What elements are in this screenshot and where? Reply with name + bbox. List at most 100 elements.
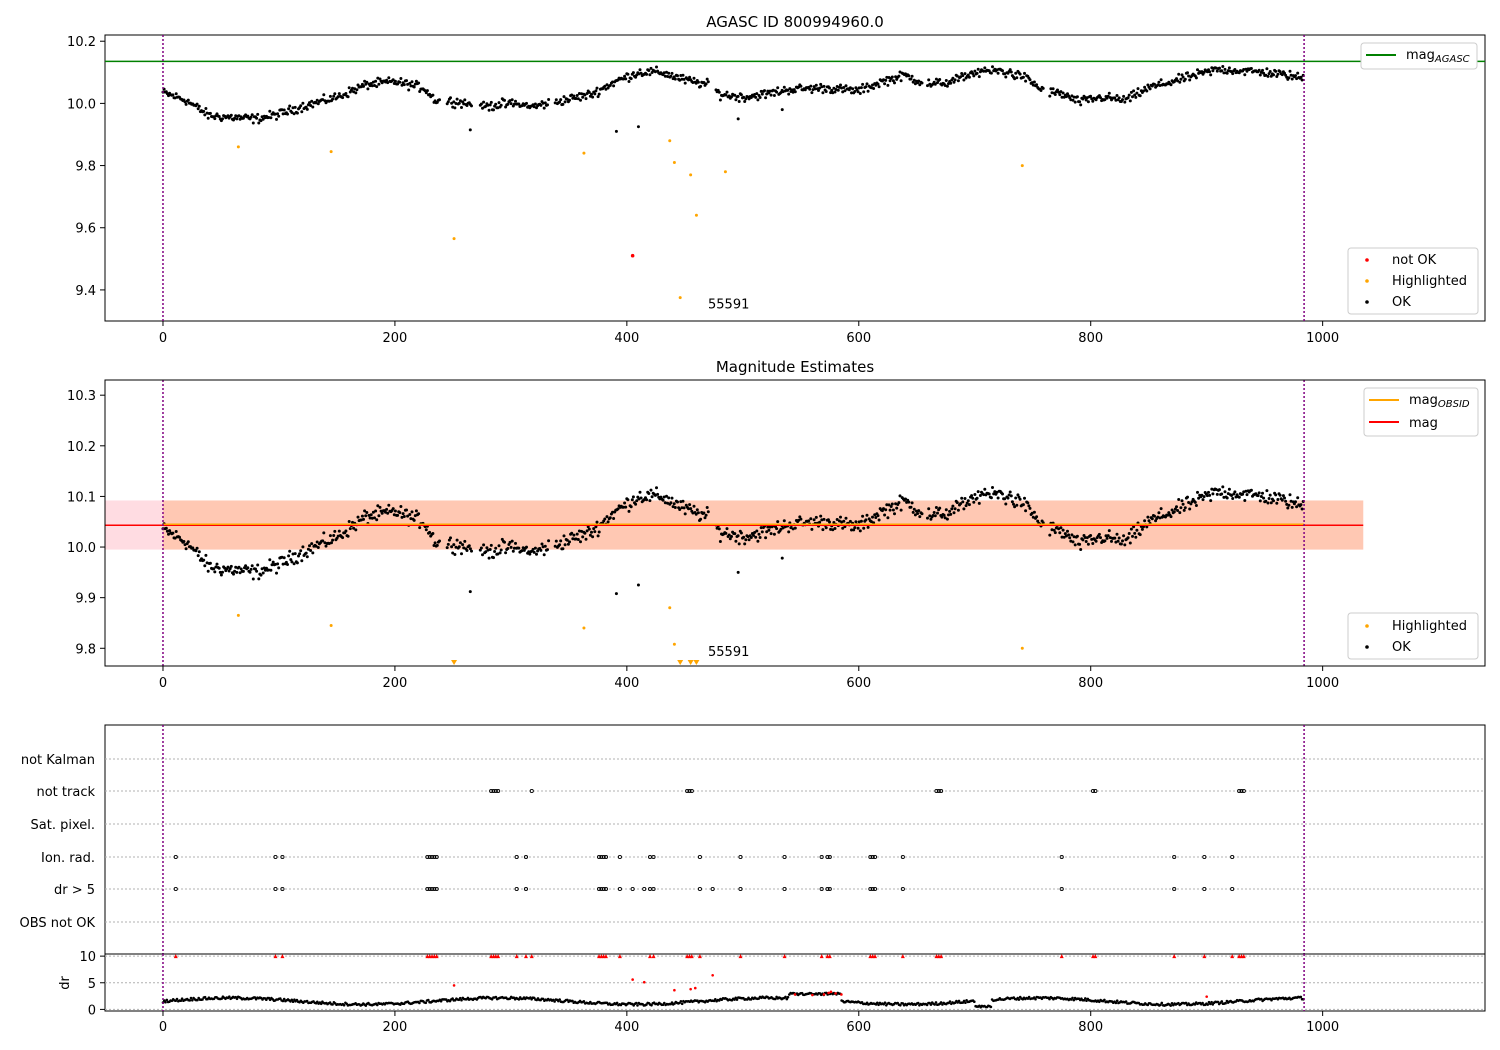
ok-point (814, 515, 818, 519)
magnitude-estimates-panel: Magnitude Estimates 0 200 400 600 800 1000 9.8… (67, 358, 1486, 691)
ok-point (1099, 96, 1102, 100)
ok-point (311, 551, 315, 555)
panel4-ylabel: dr (58, 976, 73, 990)
ok-point (758, 96, 762, 99)
ok-point (1201, 498, 1205, 502)
panel2-legend-bottom: Highlighted OK (1347, 612, 1479, 660)
ok-point (405, 508, 408, 512)
ok-point (259, 119, 263, 123)
ok-point (1200, 493, 1204, 497)
flags-panel: not Kalman not track Sat. pixel. Ion. ra… (20, 724, 1486, 955)
ok-point (579, 540, 582, 544)
ok-point (269, 568, 273, 572)
ok-point (704, 82, 708, 86)
ok-point (268, 109, 272, 113)
dr-red-point (711, 974, 714, 977)
ok-point (831, 528, 835, 532)
ok-point (747, 97, 751, 101)
ok-point (595, 86, 599, 90)
ok-point (1299, 503, 1303, 507)
ok-point (1004, 502, 1008, 506)
ok-point (907, 500, 911, 504)
ok-point (955, 74, 959, 78)
ok-point (605, 83, 609, 87)
ok-point (219, 573, 223, 577)
ok-point (962, 78, 966, 82)
ok-point (186, 540, 190, 544)
ok-point (248, 570, 252, 574)
ok-point (585, 529, 589, 533)
ok-point (830, 88, 834, 92)
ok-point (638, 68, 642, 72)
dr-point (1160, 1001, 1164, 1005)
flag-point (427, 886, 432, 892)
ok-point (375, 518, 379, 522)
ok-point (506, 547, 510, 550)
ok-point (1127, 532, 1131, 535)
dr-high-marker (1230, 954, 1235, 959)
ok-point (309, 549, 313, 552)
ok-point (1086, 542, 1090, 546)
ok-point (1178, 511, 1182, 515)
ok-point (1170, 508, 1174, 512)
ok-point (300, 559, 304, 563)
panel3-gridlines (105, 758, 1485, 923)
ok-point (1070, 533, 1074, 537)
panel2-axes: 0 200 400 600 800 1000 9.8 9.9 10.0 10.1 10.2 10.3 (67, 389, 1339, 691)
dr-point (714, 998, 717, 1001)
ok-point (648, 73, 652, 77)
flag-label-ion-rad: Ion. rad. (41, 851, 95, 866)
ok-point (1231, 497, 1235, 500)
ok-point (197, 104, 201, 108)
ok-point (337, 529, 341, 533)
ok-point (203, 564, 207, 568)
ok-point (499, 103, 503, 107)
ok-point (682, 506, 686, 510)
ok-point (1051, 87, 1055, 91)
flag-point (782, 854, 787, 860)
ok-point (967, 75, 971, 79)
ok-point (330, 541, 333, 545)
y-tick-label: 9.6 (75, 222, 96, 237)
ok-point (1086, 100, 1090, 104)
ok-point (178, 535, 181, 539)
ok-point (399, 77, 403, 80)
ok-point (213, 570, 217, 574)
dr-point (201, 998, 204, 1001)
dr-high-marker (939, 954, 944, 959)
ok-point (356, 515, 360, 519)
ok-point (872, 87, 876, 90)
ok-point (249, 115, 253, 119)
ok-point (1256, 494, 1260, 498)
ok-point (1071, 98, 1075, 102)
ok-point (876, 82, 880, 86)
ok-point (1121, 98, 1124, 102)
ok-point (238, 571, 242, 575)
dr-point (916, 1001, 920, 1005)
ok-point (1099, 536, 1102, 540)
ok-point (546, 103, 549, 107)
ok-point (348, 527, 352, 531)
ok-point (899, 79, 903, 83)
ok-point (1026, 501, 1030, 505)
ok-point (626, 498, 630, 502)
ok-point (221, 570, 224, 574)
ok-point (565, 538, 569, 542)
dr-point (253, 996, 257, 999)
ok-point (484, 550, 488, 554)
ok-point (341, 536, 345, 540)
ok-point (744, 97, 748, 101)
ok-point (639, 71, 643, 75)
dr-red-point (452, 984, 456, 987)
ok-point (1249, 488, 1253, 492)
ok-point (1089, 534, 1093, 537)
flag-point (1172, 886, 1177, 892)
ok-point (517, 102, 521, 106)
ok-point (559, 539, 563, 543)
ok-point (945, 84, 949, 88)
ok-point (622, 505, 625, 509)
ok-point (401, 512, 405, 516)
ok-point (1296, 71, 1300, 75)
dr-point (460, 998, 463, 1002)
